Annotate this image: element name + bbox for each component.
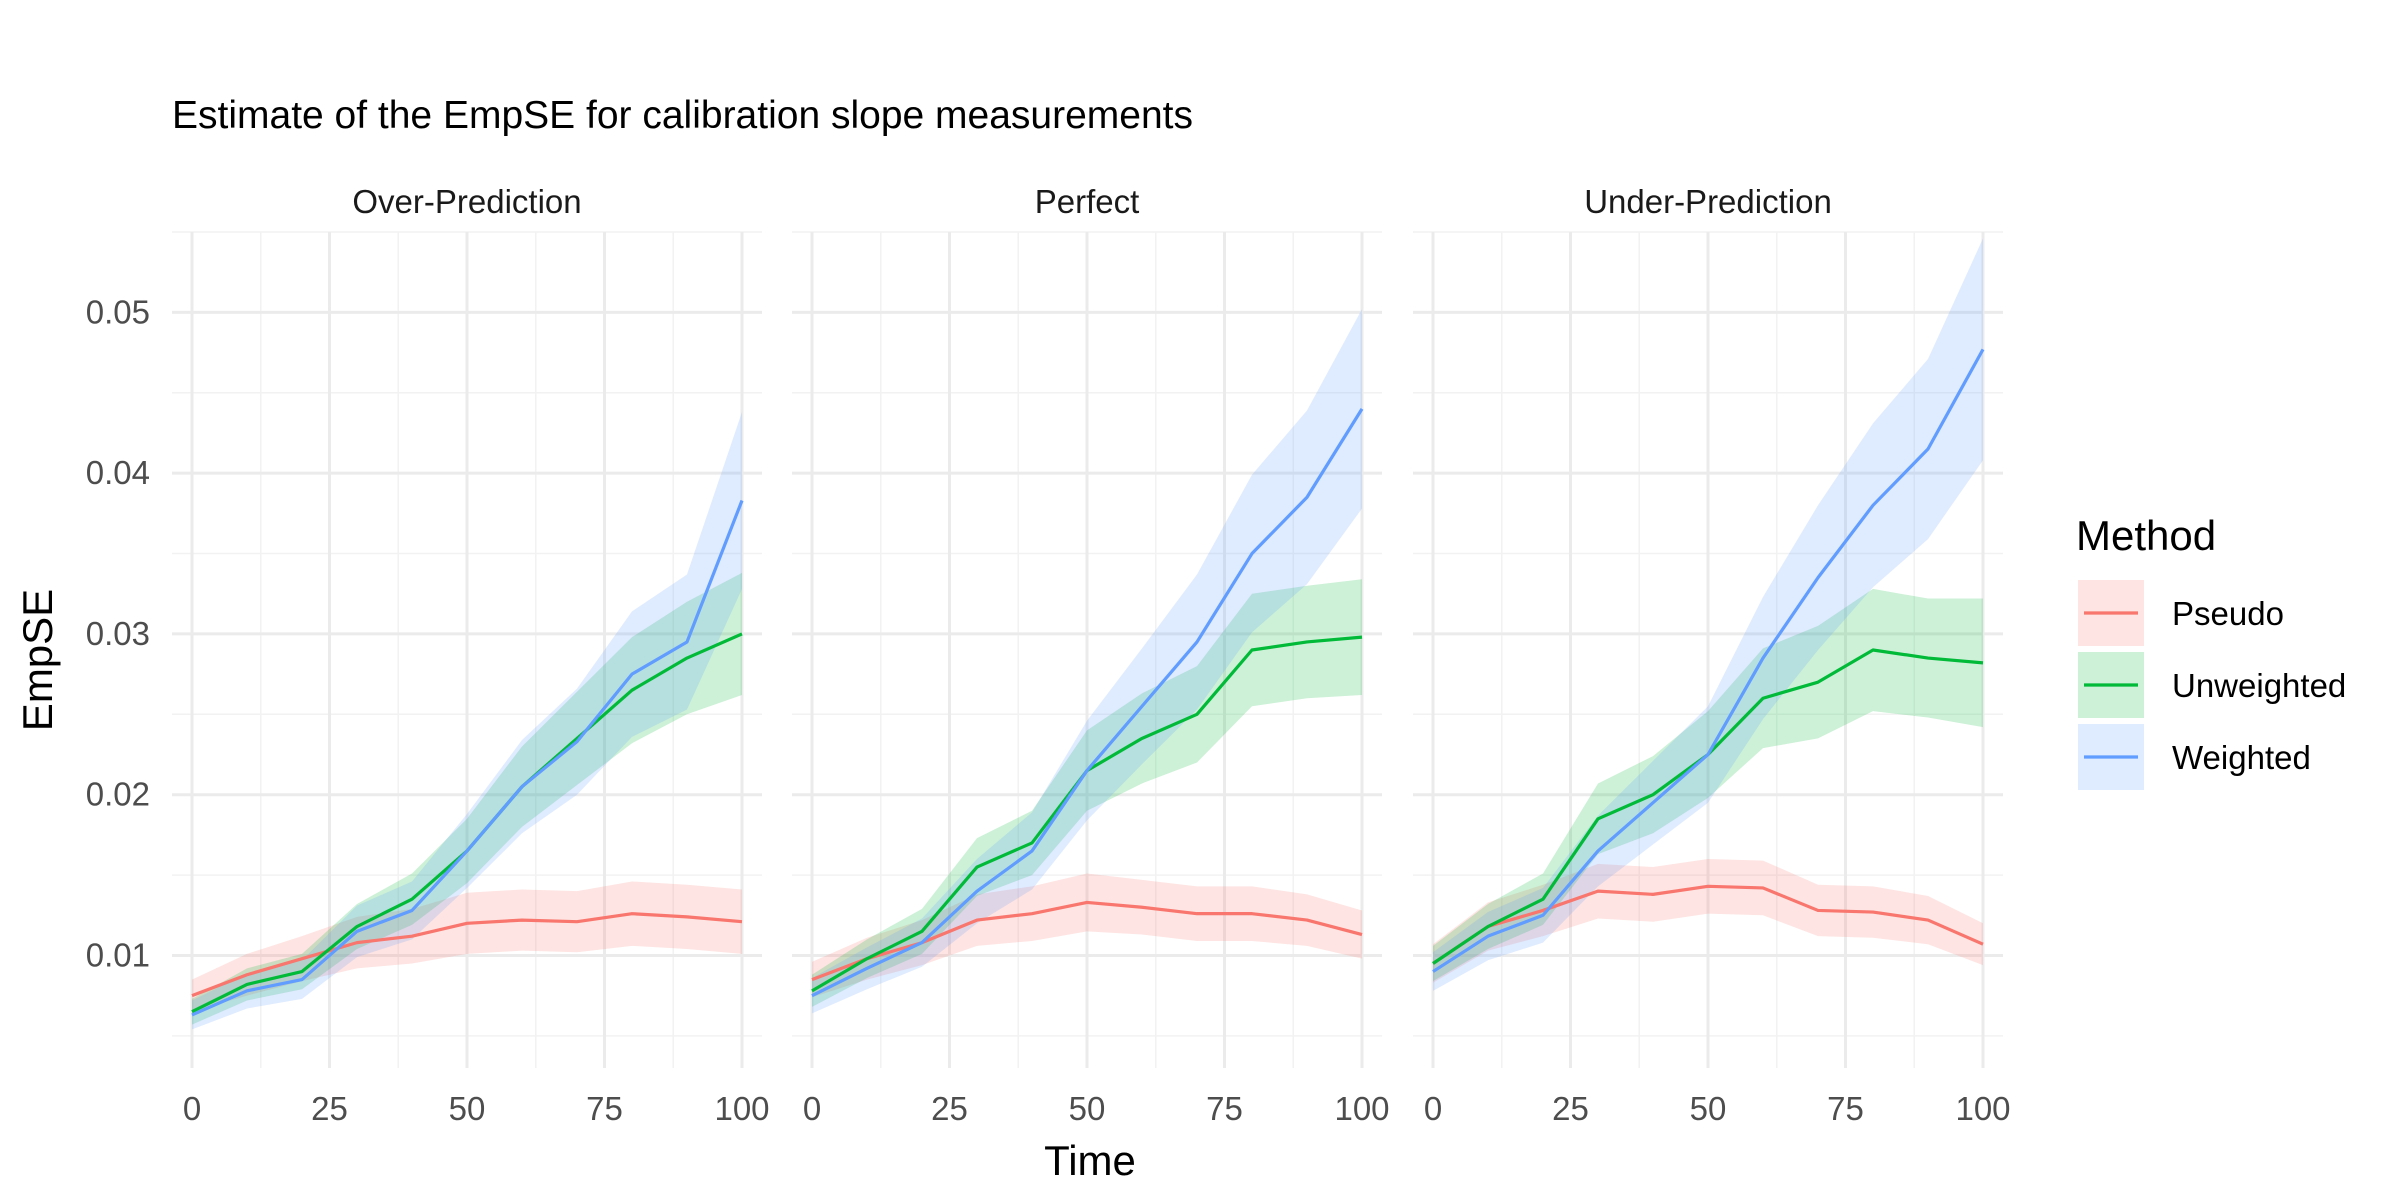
x-tick-label: 75 bbox=[1206, 1090, 1243, 1127]
y-tick-label: 0.01 bbox=[86, 936, 150, 973]
y-tick-label: 0.05 bbox=[86, 293, 150, 330]
line-pseudo-over-prediction bbox=[191, 912, 743, 998]
facet-label-under-prediction: Under-Prediction bbox=[1584, 183, 1832, 220]
legend-label: Weighted bbox=[2172, 739, 2311, 776]
x-tick-label: 100 bbox=[714, 1090, 769, 1127]
chart-title: Estimate of the EmpSE for calibration sl… bbox=[172, 94, 1193, 137]
major-gridlines bbox=[1413, 232, 2003, 1068]
legend-item-weighted: Weighted bbox=[2078, 724, 2311, 790]
legend-label: Unweighted bbox=[2172, 667, 2346, 704]
line-weighted-under-prediction bbox=[1432, 348, 1985, 973]
y-tick-label: 0.04 bbox=[86, 454, 150, 491]
band-pseudo-over-prediction bbox=[192, 881, 742, 1012]
x-tick-label: 50 bbox=[1690, 1090, 1727, 1127]
x-tick-label: 75 bbox=[1827, 1090, 1864, 1127]
major-gridlines bbox=[172, 232, 762, 1068]
legend-label: Pseudo bbox=[2172, 595, 2284, 632]
line-weighted-over-prediction bbox=[191, 499, 744, 1017]
panel-under-prediction: Under-Prediction 0 25 50 75 100 bbox=[1413, 183, 2011, 1127]
line-pseudo-perfect bbox=[811, 900, 1363, 982]
facet-label-over-prediction: Over-Prediction bbox=[352, 183, 581, 220]
y-tick-labels: 0.01 0.02 0.03 0.04 0.05 bbox=[86, 293, 150, 973]
line-weighted-perfect bbox=[811, 408, 1364, 998]
y-tick-label: 0.02 bbox=[86, 776, 150, 813]
major-gridlines bbox=[792, 232, 1382, 1068]
x-tick-label: 100 bbox=[1955, 1090, 2010, 1127]
x-tick-label: 75 bbox=[586, 1090, 623, 1127]
legend-title: Method bbox=[2076, 512, 2216, 559]
x-tick-label: 0 bbox=[1424, 1090, 1442, 1127]
x-axis-title: Time bbox=[1044, 1137, 1136, 1184]
x-tick-label: 50 bbox=[449, 1090, 486, 1127]
facet-label-perfect: Perfect bbox=[1035, 183, 1140, 220]
x-tick-label: 0 bbox=[803, 1090, 821, 1127]
x-tick-label: 100 bbox=[1334, 1090, 1389, 1127]
band-weighted-under-prediction bbox=[1433, 238, 1983, 991]
band-pseudo-perfect bbox=[812, 873, 1362, 998]
line-pseudo-under-prediction bbox=[1432, 884, 1984, 965]
band-pseudo-under-prediction bbox=[1433, 859, 1983, 983]
x-tick-label: 50 bbox=[1069, 1090, 1106, 1127]
legend-item-unweighted: Unweighted bbox=[2078, 652, 2346, 718]
panel-over-prediction: Over-Prediction 0 25 50 75 100 bbox=[172, 183, 770, 1127]
x-tick-label: 25 bbox=[931, 1090, 968, 1127]
y-axis-title: EmpSE bbox=[14, 589, 61, 731]
x-tick-label: 0 bbox=[183, 1090, 201, 1127]
y-tick-label: 0.03 bbox=[86, 615, 150, 652]
x-tick-label: 25 bbox=[1552, 1090, 1589, 1127]
legend: Method Pseudo Unweighted Weighted bbox=[2076, 512, 2346, 790]
band-weighted-over-prediction bbox=[192, 412, 742, 1030]
legend-item-pseudo: Pseudo bbox=[2078, 580, 2284, 646]
band-unweighted-over-prediction bbox=[192, 572, 742, 1025]
panel-perfect: Perfect 0 25 50 75 100 bbox=[792, 183, 1390, 1127]
panels: Over-Prediction 0 25 50 75 100 Perfect 0 25 50 75 1… bbox=[86, 183, 2011, 1127]
x-tick-label: 25 bbox=[311, 1090, 348, 1127]
